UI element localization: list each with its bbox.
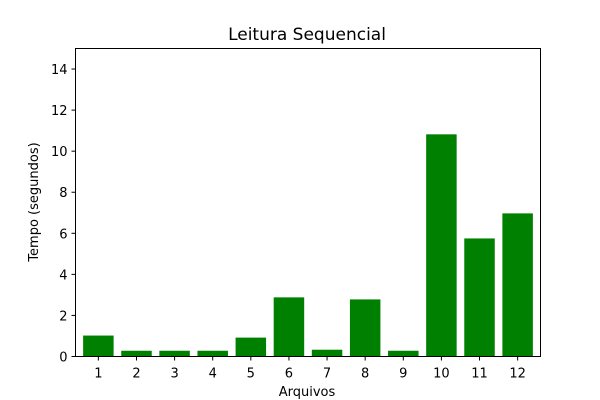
y-tick-label: 2 bbox=[59, 309, 67, 324]
bar-3 bbox=[159, 350, 190, 357]
bar-12 bbox=[502, 213, 533, 357]
bar-8 bbox=[349, 299, 381, 357]
x-tick-label: 5 bbox=[247, 367, 255, 382]
y-tick-label: 8 bbox=[59, 186, 67, 201]
bar-10 bbox=[426, 134, 457, 357]
y-tick-label: 14 bbox=[51, 63, 68, 78]
bars-layer bbox=[83, 134, 533, 357]
x-tick-label: 12 bbox=[509, 367, 526, 382]
x-tick-label: 2 bbox=[132, 367, 140, 382]
y-tick-label: 6 bbox=[59, 227, 67, 242]
plot-frame bbox=[75, 48, 541, 357]
y-axis-label: Tempo (segundos) bbox=[27, 142, 42, 262]
bar-9 bbox=[388, 350, 419, 357]
x-tick-label: 1 bbox=[94, 367, 102, 382]
x-tick-label: 4 bbox=[209, 367, 217, 382]
x-axis-label: Arquivos bbox=[279, 385, 336, 400]
bar-11 bbox=[464, 238, 495, 357]
x-tick-label: 6 bbox=[285, 367, 293, 382]
bar-7 bbox=[311, 349, 343, 357]
bar-2 bbox=[121, 350, 152, 357]
x-tick-label: 9 bbox=[399, 367, 407, 382]
y-tick-label: 4 bbox=[59, 268, 67, 283]
x-tick-label: 7 bbox=[323, 367, 331, 382]
y-tick-label: 0 bbox=[59, 351, 67, 366]
bar-6 bbox=[273, 297, 305, 357]
bar-1 bbox=[83, 335, 114, 357]
bar-5 bbox=[235, 337, 267, 357]
x-tick-label: 11 bbox=[471, 367, 488, 382]
y-tick-label: 10 bbox=[51, 145, 68, 160]
x-tick-label: 3 bbox=[170, 367, 178, 382]
x-tick-label: 8 bbox=[361, 367, 369, 382]
y-tick-label: 12 bbox=[51, 104, 68, 119]
bar-4 bbox=[197, 350, 228, 357]
chart-title: Leitura Sequencial bbox=[228, 25, 386, 45]
x-tick-label: 10 bbox=[433, 367, 450, 382]
